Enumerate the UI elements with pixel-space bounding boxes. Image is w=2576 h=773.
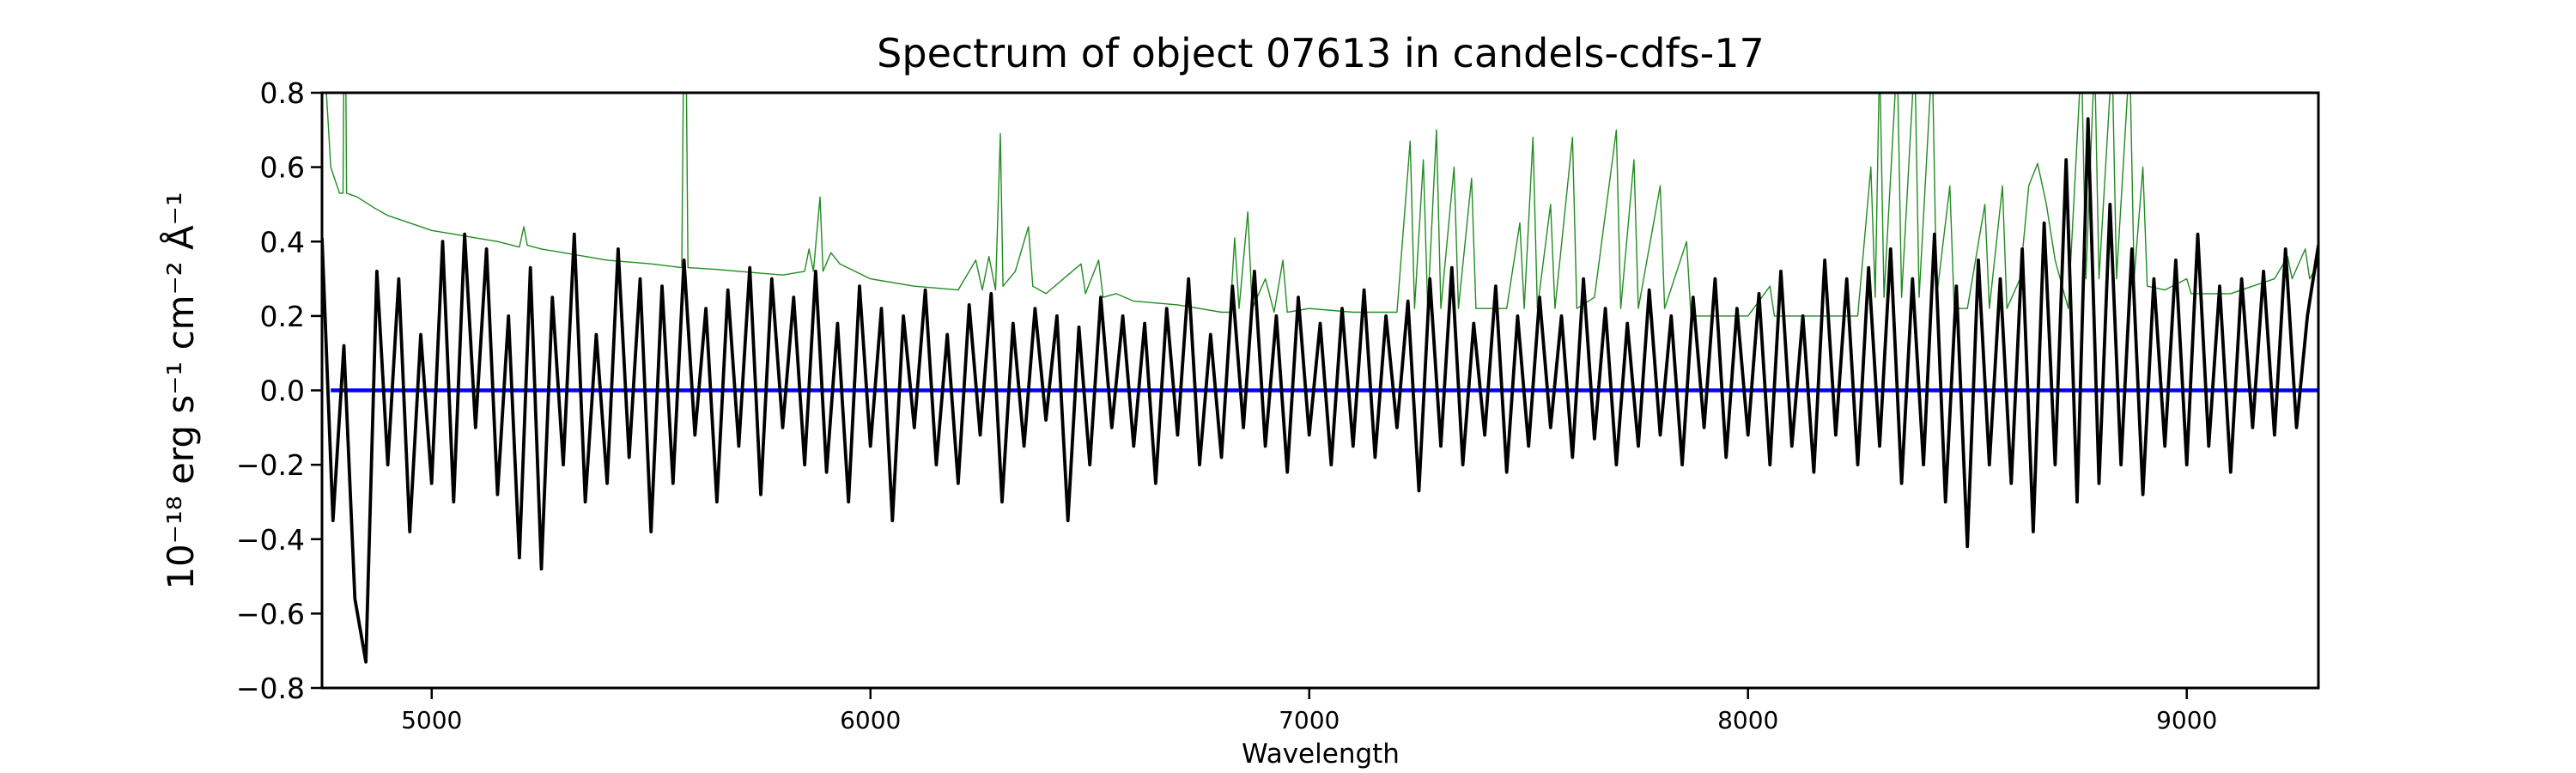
y-tick-label: 0.4 [260, 225, 305, 259]
y-axis: −0.8 −0.6 −0.4 −0.2 0.0 0.2 0.4 0.6 0.8 [236, 76, 322, 705]
y-tick-label: 0.6 [260, 151, 305, 185]
x-tick-label: 8000 [1717, 706, 1778, 734]
series-layer [322, 93, 2318, 664]
x-tick-label: 5000 [401, 706, 462, 734]
y-tick-label: 0.2 [260, 300, 305, 333]
x-tick-label: 6000 [840, 706, 901, 734]
y-tick-label: −0.4 [236, 523, 305, 557]
y-axis-label: 10⁻¹⁸ erg s⁻¹ cm⁻² Å⁻¹ [159, 192, 202, 589]
x-axis: 5000 6000 7000 8000 9000 [401, 688, 2217, 734]
x-tick-label: 9000 [2156, 706, 2217, 734]
y-tick-label: 0.8 [260, 76, 305, 110]
y-tick-label: 0.0 [260, 374, 305, 408]
flux-series-line [322, 117, 2318, 664]
x-axis-label: Wavelength [1242, 739, 1400, 770]
y-tick-label: −0.8 [236, 672, 305, 705]
error-series-line [325, 93, 2318, 317]
y-tick-label: −0.6 [236, 597, 305, 630]
x-tick-label: 7000 [1279, 706, 1340, 734]
y-tick-label: −0.2 [236, 448, 305, 482]
chart-title: Spectrum of object 07613 in candels-cdfs… [877, 30, 1765, 76]
